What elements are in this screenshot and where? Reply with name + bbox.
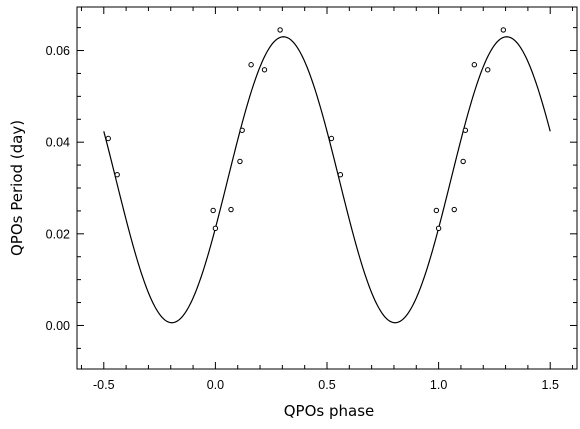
data-point bbox=[433, 207, 440, 214]
data-point bbox=[485, 67, 491, 73]
y-axis-title: QPOs Period (day) bbox=[8, 120, 26, 256]
y-tick-label: 0.06 bbox=[46, 44, 70, 58]
data-point bbox=[105, 135, 111, 142]
y-tick-labels: 0.00 0.02 0.04 0.06 bbox=[46, 44, 70, 333]
data-point bbox=[328, 135, 335, 142]
data-point bbox=[277, 27, 283, 33]
x-tick-label: 1.5 bbox=[542, 378, 559, 392]
y-tick-label: 0.00 bbox=[46, 319, 70, 333]
data-point bbox=[500, 27, 507, 33]
x-tick-label: 0.0 bbox=[207, 378, 224, 392]
fit-curve bbox=[103, 36, 551, 324]
data-point bbox=[239, 127, 245, 133]
y-tick-label: 0.02 bbox=[46, 227, 70, 241]
data-point bbox=[462, 127, 469, 133]
axis-ticks bbox=[77, 7, 577, 369]
data-point bbox=[237, 158, 243, 165]
data-point bbox=[471, 62, 478, 68]
x-tick-labels: -0.5 0.0 0.5 1.0 1.5 bbox=[93, 378, 559, 392]
data-points bbox=[105, 27, 507, 232]
data-point bbox=[114, 172, 120, 178]
data-point bbox=[435, 225, 442, 232]
data-point bbox=[210, 207, 216, 214]
data-point bbox=[261, 67, 268, 73]
x-tick-label: -0.5 bbox=[93, 378, 115, 392]
data-point bbox=[228, 206, 234, 213]
x-tick-label: 0.5 bbox=[318, 378, 335, 392]
data-point bbox=[460, 158, 466, 165]
data-point bbox=[248, 62, 254, 68]
x-tick-label: 1.0 bbox=[430, 378, 447, 392]
data-point bbox=[451, 206, 457, 213]
x-axis-title: QPOs phase bbox=[284, 402, 375, 420]
y-tick-label: 0.04 bbox=[46, 136, 70, 150]
data-point bbox=[337, 172, 344, 178]
plot-frame bbox=[76, 6, 578, 370]
data-point bbox=[212, 225, 219, 232]
